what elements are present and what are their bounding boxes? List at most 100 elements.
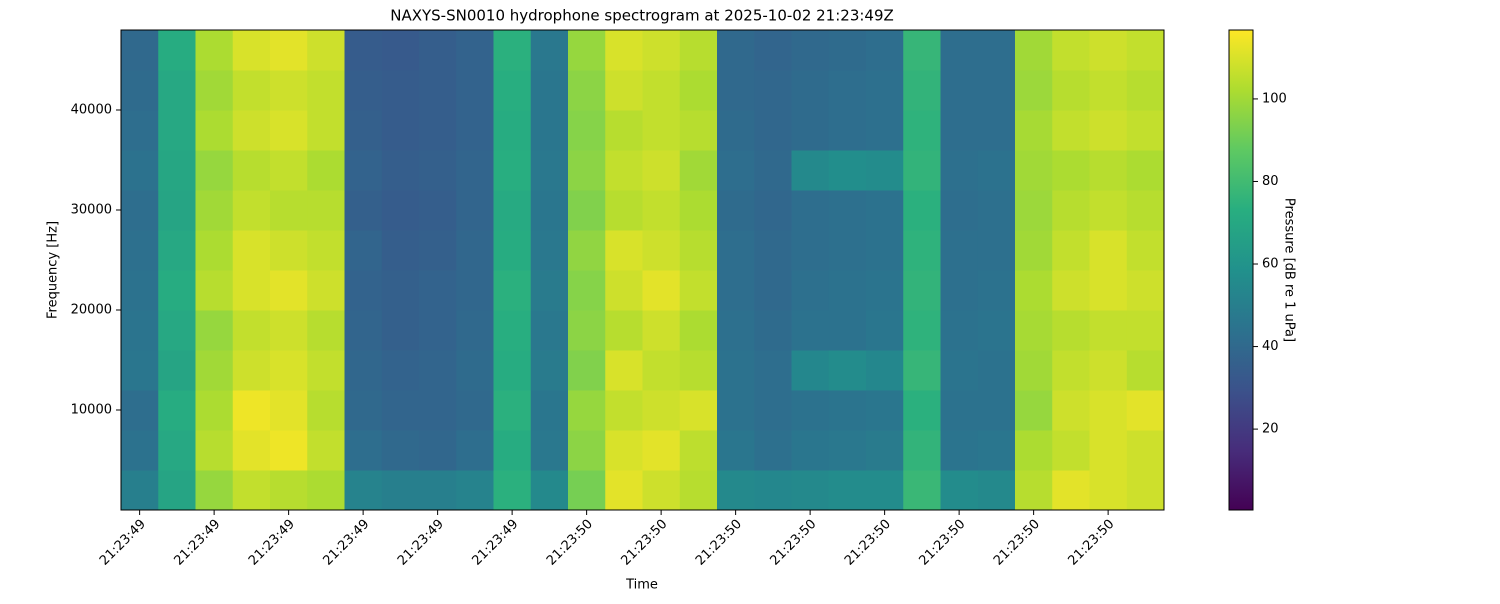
heatmap-cell — [977, 230, 1016, 271]
heatmap-cell — [1052, 110, 1090, 151]
heatmap-cell — [1089, 70, 1128, 111]
heatmap-cell — [940, 70, 979, 111]
heatmap-cell — [530, 390, 569, 431]
heatmap-cell — [717, 110, 755, 151]
heatmap-cell — [940, 310, 979, 351]
heatmap-cell — [381, 30, 420, 71]
heatmap-cell — [456, 190, 494, 231]
heatmap-cell — [1052, 30, 1090, 71]
heatmap-cell — [1015, 190, 1053, 231]
heatmap-cell — [642, 270, 681, 311]
heatmap-cell — [866, 430, 904, 471]
heatmap-cell — [977, 390, 1016, 431]
heatmap-cell — [158, 270, 196, 311]
heatmap-cell — [456, 310, 494, 351]
heatmap-cell — [679, 270, 718, 311]
heatmap-cell — [754, 350, 792, 391]
heatmap-cell — [1089, 30, 1128, 71]
heatmap-cell — [642, 70, 681, 111]
heatmap-cell — [754, 470, 792, 511]
heatmap-cell — [307, 270, 345, 311]
heatmap-cell — [381, 470, 420, 511]
heatmap-cell — [1052, 310, 1090, 351]
heatmap-cell — [791, 430, 830, 471]
heatmap-cell — [419, 470, 457, 511]
x-tick-label: 21:23:50 — [619, 517, 671, 569]
heatmap-cell — [307, 30, 345, 71]
heatmap-cell — [344, 430, 383, 471]
heatmap-cell — [1089, 110, 1128, 151]
heatmap-cell — [530, 430, 569, 471]
heatmap-cell — [754, 70, 792, 111]
heatmap-cell — [195, 310, 234, 351]
heatmap-cell — [121, 470, 159, 511]
heatmap-cell — [530, 230, 569, 271]
heatmap-cell — [344, 350, 383, 391]
heatmap-cell — [791, 230, 830, 271]
heatmap-cell — [270, 470, 308, 511]
heatmap-cell — [121, 270, 159, 311]
heatmap-cell — [903, 230, 941, 271]
heatmap-cell — [1015, 390, 1053, 431]
heatmap-cell — [1015, 150, 1053, 191]
heatmap-cell — [977, 310, 1016, 351]
heatmap-cell — [717, 270, 755, 311]
heatmap-cell — [977, 350, 1016, 391]
heatmap-cell — [605, 310, 643, 351]
y-tick-label: 40000 — [71, 103, 112, 118]
heatmap-cell — [270, 350, 308, 391]
heatmap-cell — [530, 350, 569, 391]
heatmap-cell — [791, 270, 830, 311]
heatmap-cell — [1089, 150, 1128, 191]
heatmap-cell — [419, 430, 457, 471]
heatmap-cell — [270, 270, 308, 311]
heatmap-cell — [1052, 230, 1090, 271]
heatmap-cell — [605, 110, 643, 151]
heatmap-cell — [270, 110, 308, 151]
chart-title: NAXYS-SN0010 hydrophone spectrogram at 2… — [390, 7, 894, 25]
heatmap-cell — [791, 470, 830, 511]
heatmap-cell — [977, 270, 1016, 311]
heatmap-cell — [828, 430, 867, 471]
heatmap-cell — [1052, 190, 1090, 231]
heatmap-cell — [828, 270, 867, 311]
heatmap-cell — [1089, 310, 1128, 351]
heatmap-cell — [121, 390, 159, 431]
heatmap-cell — [158, 470, 196, 511]
heatmap-cell — [1015, 310, 1053, 351]
heatmap-cell — [866, 390, 904, 431]
heatmap-cell — [270, 190, 308, 231]
heatmap-cell — [866, 310, 904, 351]
heatmap-cell — [419, 150, 457, 191]
heatmap-cell — [866, 110, 904, 151]
heatmap-cell — [940, 150, 979, 191]
heatmap-cell — [754, 430, 792, 471]
heatmap-cell — [381, 270, 420, 311]
heatmap-cell — [232, 30, 271, 71]
heatmap-cell — [679, 150, 718, 191]
heatmap-cell — [568, 310, 606, 351]
heatmap-cell — [307, 190, 345, 231]
heatmap-cell — [568, 70, 606, 111]
heatmap-cell — [1015, 430, 1053, 471]
heatmap-cell — [717, 190, 755, 231]
heatmap-cell — [530, 190, 569, 231]
heatmap-cell — [605, 470, 643, 511]
y-tick-label: 20000 — [71, 303, 112, 318]
heatmap-cell — [717, 150, 755, 191]
heatmap-cell — [530, 30, 569, 71]
heatmap-cell — [1052, 150, 1090, 191]
heatmap-cell — [307, 230, 345, 271]
heatmap-cell — [456, 470, 494, 511]
heatmap-cell — [791, 110, 830, 151]
heatmap-cell — [903, 430, 941, 471]
heatmap-cell — [493, 470, 532, 511]
heatmap-cell — [903, 470, 941, 511]
heatmap-cell — [791, 30, 830, 71]
heatmap-cell — [605, 430, 643, 471]
heatmap-cell — [493, 270, 532, 311]
x-tick-label: 21:23:50 — [693, 517, 745, 569]
heatmap-cell — [381, 110, 420, 151]
heatmap-cell — [977, 110, 1016, 151]
heatmap-cell — [232, 390, 271, 431]
